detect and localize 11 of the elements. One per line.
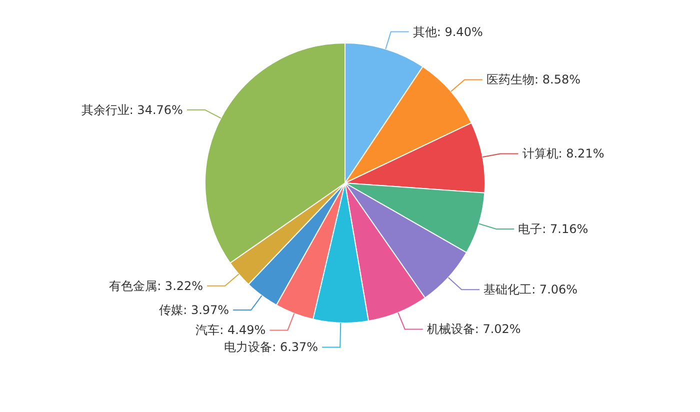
slice-label: 基础化工: 7.06%	[484, 282, 578, 297]
slice-label: 汽车: 4.49%	[196, 323, 266, 338]
slice-label: 其他: 9.40%	[412, 24, 483, 39]
slice-label: 传媒: 3.97%	[159, 303, 230, 318]
slice-label: 机械设备: 7.02%	[426, 322, 521, 336]
slice-label: 计算机: 8.21%	[522, 146, 604, 161]
slice-label: 其余行业: 34.76%	[81, 102, 183, 117]
slice-label: 医药生物: 8.58%	[486, 72, 581, 87]
slice-label: 有色金属: 3.22%	[109, 278, 204, 293]
slice-label: 电子: 7.16%	[518, 222, 588, 236]
slice-label: 电力设备: 6.37%	[224, 340, 318, 354]
